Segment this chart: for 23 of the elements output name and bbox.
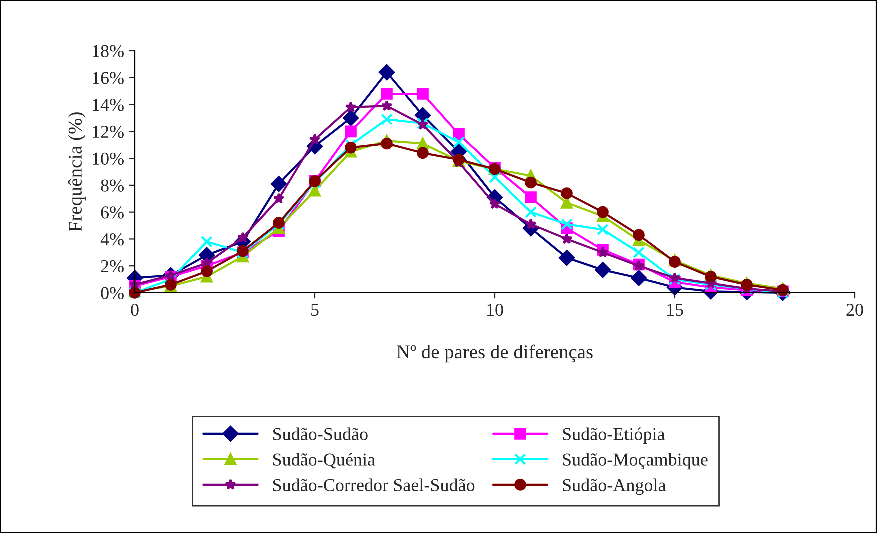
legend-label: Sudão-Sudão: [273, 428, 368, 440]
y-tick-label: 6%: [101, 206, 124, 219]
y-tick-label: 16%: [93, 72, 124, 84]
y-tick-label: 4%: [100, 233, 124, 246]
y-tick-label: 2%: [101, 260, 124, 273]
x-tick-label: 0: [131, 304, 139, 316]
x-axis-title: Nº de pares de diferenças: [396, 344, 593, 363]
y-axis-title: Frequência (%): [68, 112, 86, 232]
y-tick-label: 18%: [93, 45, 124, 58]
x-tick-label: 5: [312, 304, 319, 316]
y-tick-label: 14%: [93, 99, 124, 112]
legend-label: Sudão-Quénia: [273, 453, 376, 469]
legend-label: Sudão-Angola: [563, 478, 666, 496]
legend-label: Sudão-Moçambique: [563, 453, 708, 470]
y-tick-label: 12%: [93, 126, 124, 138]
y-tick-label: 10%: [93, 152, 124, 166]
x-tick-label: 20: [846, 304, 864, 316]
y-tick-label: 8%: [101, 180, 124, 192]
x-tick-label: 15: [668, 304, 684, 316]
legend-label: Sudão-Etiópia: [563, 428, 666, 444]
y-tick-label: 0%: [101, 287, 124, 300]
legend-label: Sudão-Corredor Sael-Sudão: [273, 478, 475, 492]
x-tick-label: 10: [488, 304, 504, 316]
